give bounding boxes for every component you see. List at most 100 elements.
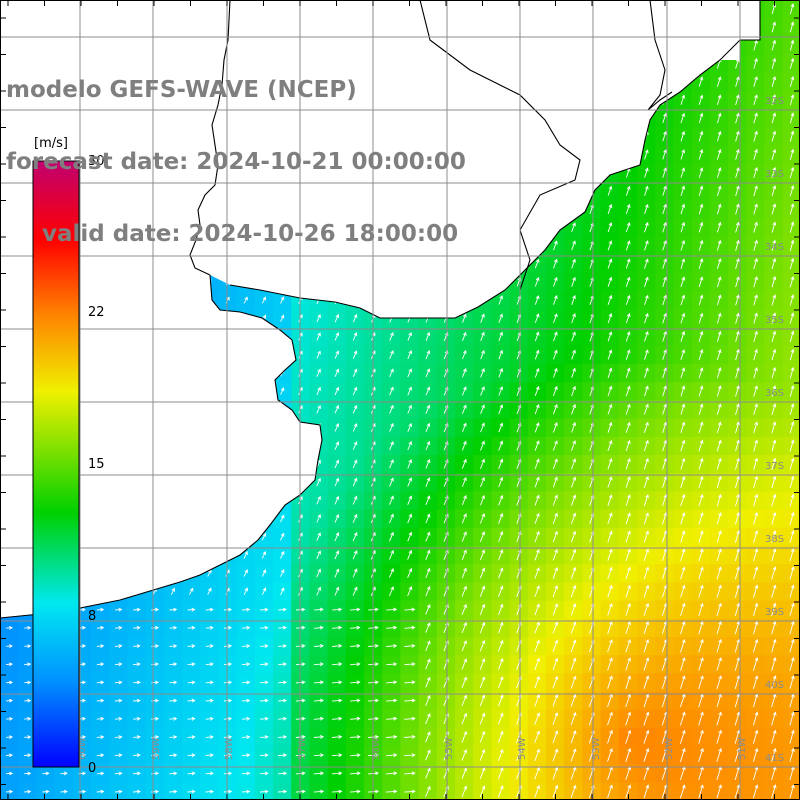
wind-arrow: [24, 789, 32, 794]
wind-arrow: [498, 349, 504, 360]
wind-arrow: [771, 166, 777, 179]
wind-arrow: [461, 676, 468, 688]
wind-arrow: [698, 221, 704, 233]
wind-arrow: [241, 644, 251, 648]
wind-arrow: [389, 513, 394, 524]
wind-arrow: [151, 716, 160, 721]
wind-arrow: [334, 350, 340, 359]
wind-arrow: [607, 711, 613, 726]
wind-arrow: [280, 569, 285, 577]
wind-arrow: [771, 421, 777, 434]
wind-arrow: [349, 771, 361, 776]
wind-arrow: [552, 748, 559, 762]
wind-arrow: [680, 367, 686, 379]
wind-arrow: [241, 753, 251, 758]
wind-arrow: [407, 404, 412, 414]
wind-arrow: [552, 422, 558, 433]
wind-arrow: [498, 494, 504, 506]
wind-arrow: [479, 749, 486, 761]
wind-arrow: [607, 729, 613, 744]
latitude-label: 33S: [765, 169, 784, 180]
wind-arrow: [680, 584, 686, 598]
wind-arrow: [753, 457, 759, 470]
wind-arrow: [771, 493, 777, 507]
wind-arrow: [734, 675, 741, 690]
wind-arrow: [662, 349, 667, 360]
wind-arrow: [479, 640, 486, 652]
wind-arrow: [625, 367, 631, 379]
wind-arrow: [753, 566, 759, 580]
wind-arrow: [316, 532, 321, 541]
wind-arrow: [151, 698, 160, 703]
wind-arrow: [752, 747, 759, 762]
wind-arrow: [352, 313, 358, 323]
wind-arrow: [24, 662, 32, 667]
wind-arrow: [534, 494, 540, 506]
wind-arrow: [716, 167, 722, 178]
wind-arrow: [734, 584, 741, 598]
wind-arrow: [607, 639, 613, 653]
wind-arrow: [169, 753, 178, 758]
wind-arrow: [625, 276, 631, 287]
wind-arrow: [96, 789, 105, 794]
wind-arrow: [386, 734, 398, 739]
wind-arrow: [771, 638, 777, 653]
wind-arrow: [735, 403, 740, 415]
wind-arrow: [771, 620, 777, 635]
wind-arrow: [425, 495, 431, 506]
wind-arrow: [534, 675, 540, 689]
wind-arrow: [698, 149, 704, 160]
wind-arrow: [607, 385, 613, 397]
wind-arrow: [241, 680, 251, 685]
wind-arrow: [205, 607, 214, 612]
wind-arrow: [789, 584, 795, 598]
wind-arrow: [680, 530, 686, 543]
wind-arrow: [114, 735, 123, 739]
wind-arrow: [716, 675, 722, 690]
wind-arrow: [735, 330, 740, 342]
wind-arrow: [261, 587, 267, 595]
wind-arrow: [734, 511, 740, 525]
wind-arrow: [680, 94, 686, 105]
wind-arrow: [771, 94, 777, 106]
wind-arrow: [479, 676, 486, 688]
wind-arrow: [662, 403, 667, 415]
wind-arrow: [170, 587, 175, 595]
wind-arrow: [314, 625, 324, 630]
wind-arrow: [479, 513, 486, 524]
wind-arrow: [625, 711, 632, 726]
colorbar-gradient: [32, 160, 80, 768]
wind-arrow: [734, 548, 740, 562]
wind-arrow: [497, 639, 504, 652]
wind-arrow: [571, 476, 577, 488]
wind-arrow: [789, 276, 795, 288]
wind-arrow: [350, 643, 361, 648]
wind-arrow: [133, 625, 141, 630]
wind-arrow: [425, 440, 431, 451]
wind-arrow: [534, 694, 540, 707]
wind-arrow: [716, 729, 722, 744]
wind-arrow: [644, 349, 649, 360]
wind-arrow: [187, 735, 196, 739]
wind-arrow: [479, 531, 486, 542]
wind-arrow: [534, 567, 540, 579]
wind-arrow: [680, 494, 686, 507]
wind-arrow: [243, 587, 248, 595]
wind-arrow: [389, 386, 394, 396]
wind-arrow: [552, 567, 559, 579]
wind-arrow: [389, 495, 394, 505]
wind-arrow: [625, 729, 632, 744]
wind-arrow: [280, 587, 285, 596]
wind-arrow: [680, 639, 686, 653]
wind-arrow: [534, 258, 540, 269]
wind-arrow: [789, 294, 795, 306]
latitude-label: 40S: [765, 680, 784, 691]
wind-arrow: [407, 513, 413, 524]
wind-arrow: [334, 532, 340, 542]
wind-arrow: [498, 458, 504, 469]
wind-arrow: [280, 296, 285, 304]
wind-arrow: [462, 313, 467, 323]
wind-arrow: [716, 657, 722, 671]
wind-arrow: [316, 586, 321, 596]
wind-arrow: [625, 421, 631, 433]
